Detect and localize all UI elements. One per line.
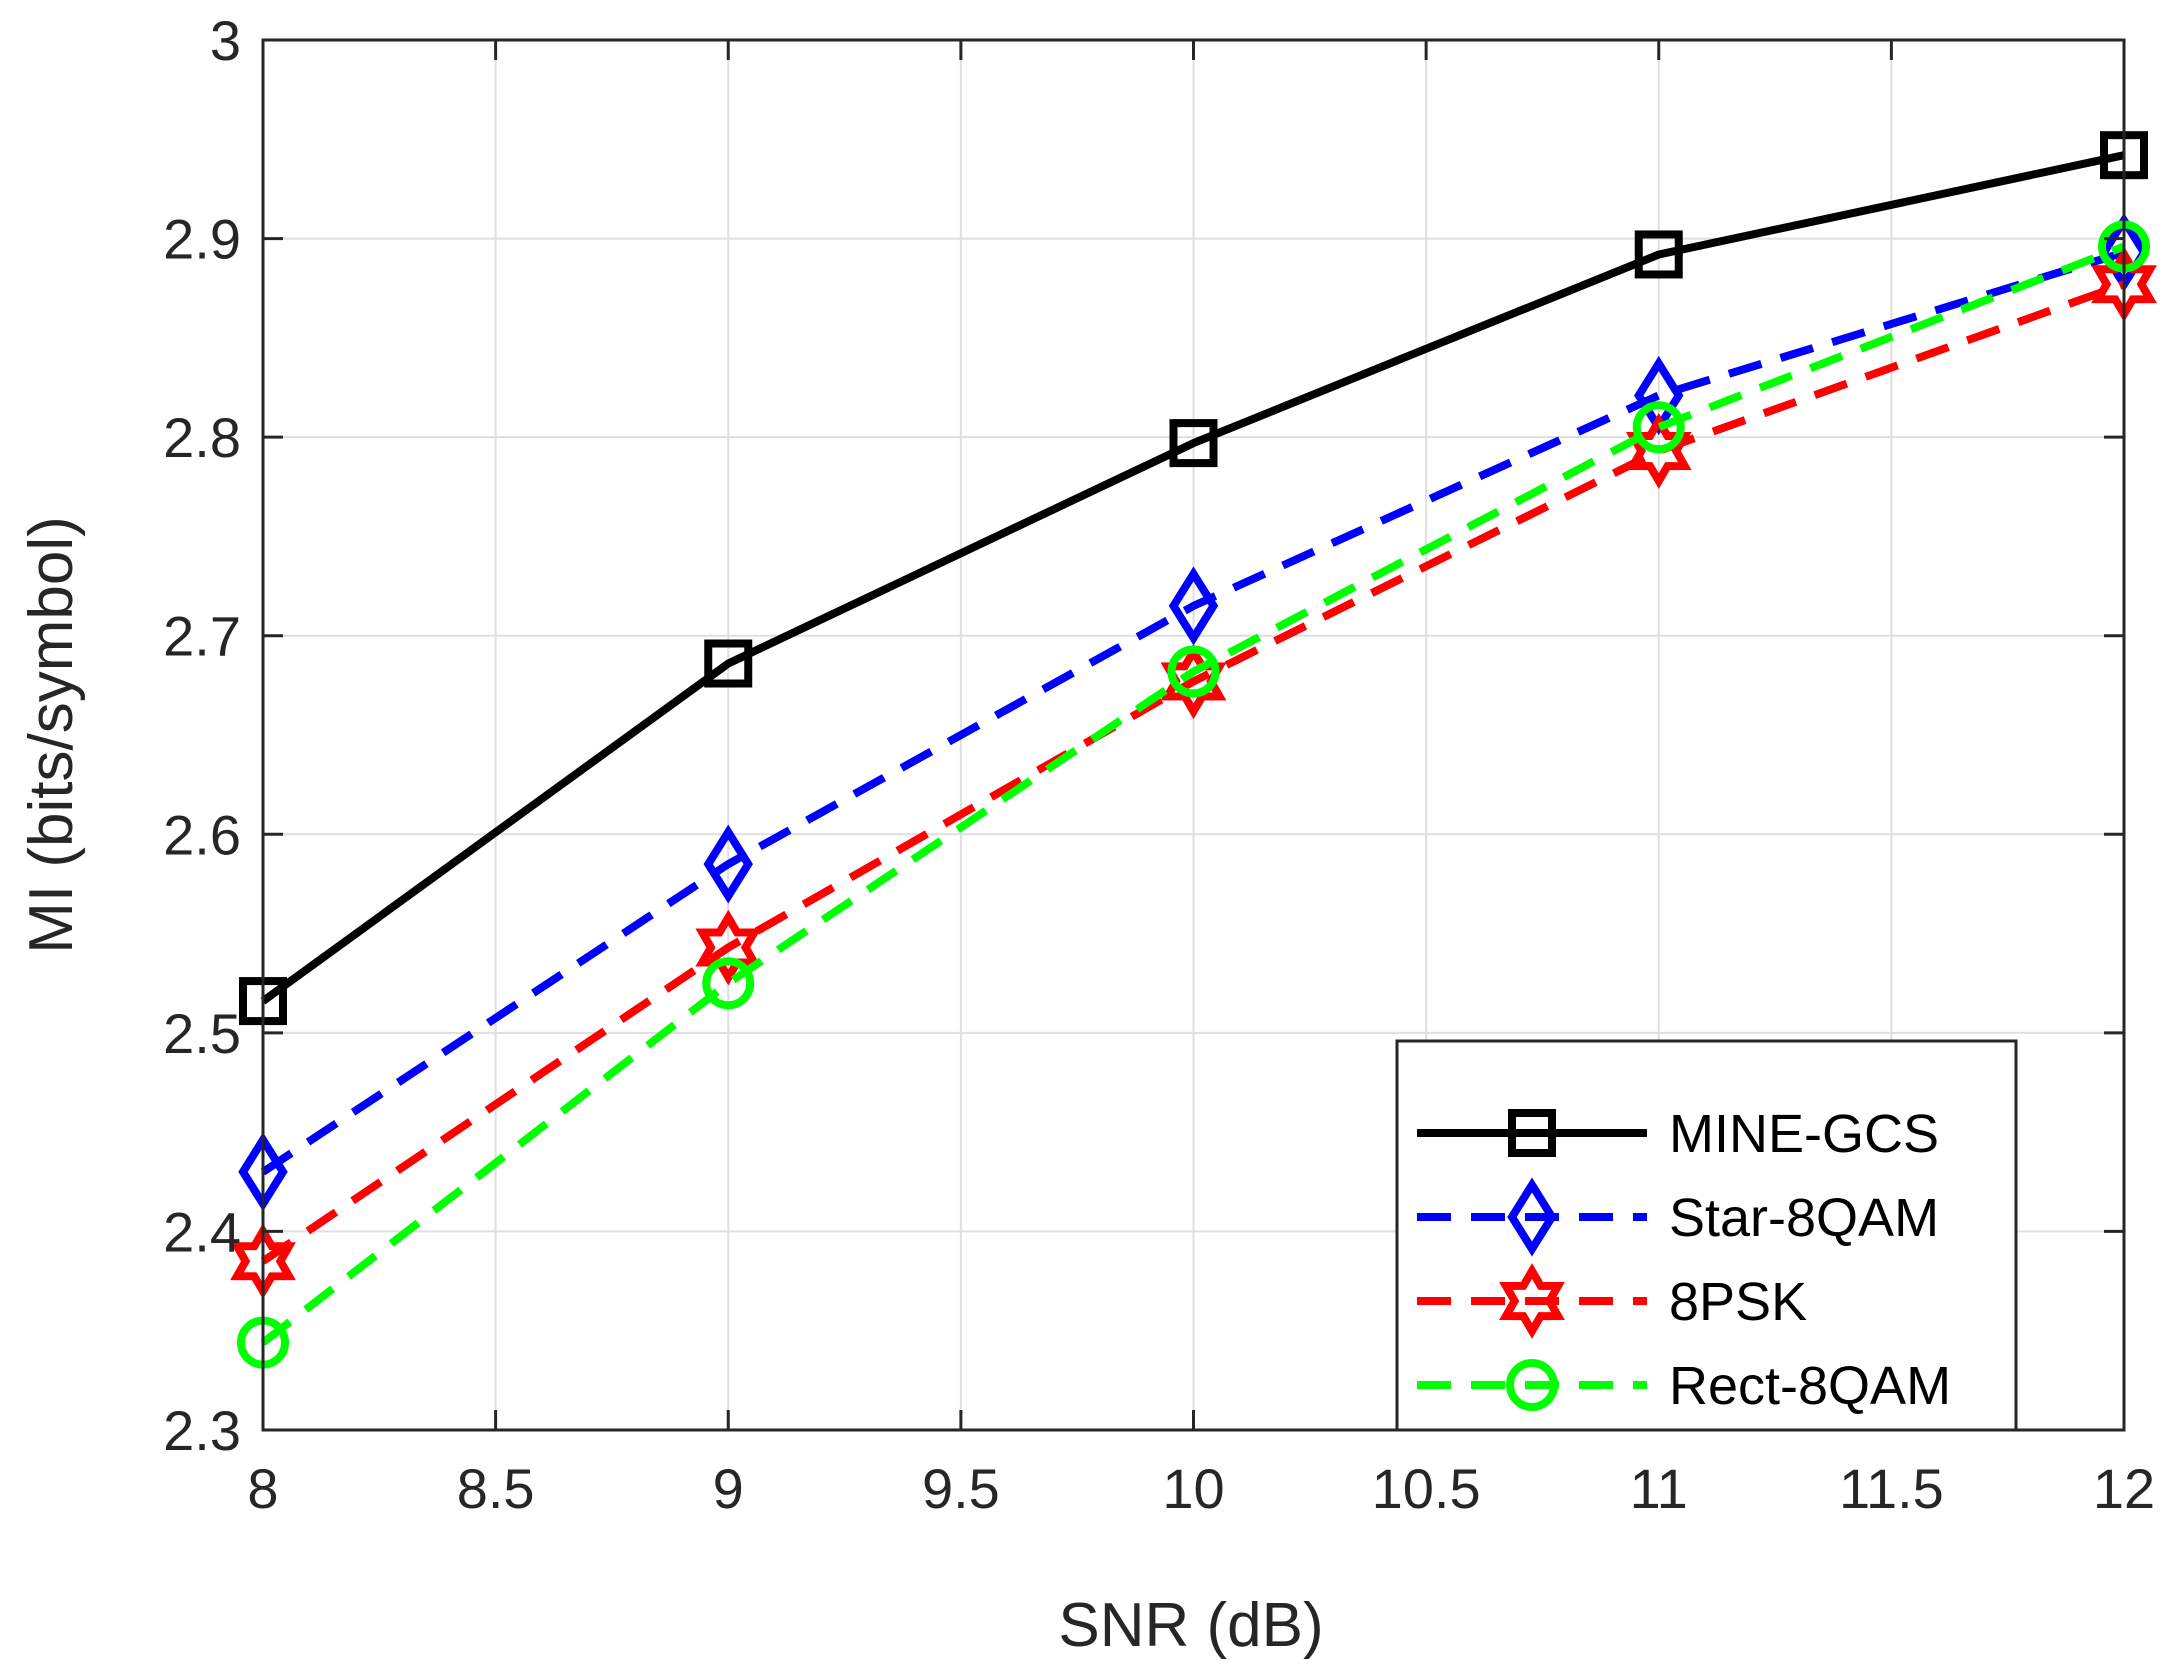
legend-entry: MINE-GCS: [1417, 1104, 1939, 1164]
legend-marker: [1499, 1263, 1565, 1339]
tick-labels: 8 8.5 9 9.5 10 10.5 11 11.5 12 2.3 2.4 2.5 2.6 2.7 2.8…: [163, 9, 2155, 1520]
x-tick-label: 12: [2093, 1457, 2155, 1520]
y-tick-label: 2.7: [163, 605, 241, 668]
series-8psk: [230, 246, 2157, 1300]
data-point: [1632, 401, 1685, 454]
grid: [263, 40, 2124, 1430]
y-tick-label: 2.3: [163, 1399, 241, 1462]
data-point: [702, 957, 755, 1010]
x-tick-label: 10: [1162, 1457, 1224, 1520]
series-line: [260, 242, 2126, 1346]
x-tick-label: 8: [247, 1457, 278, 1520]
legend-label: Star-8QAM: [1669, 1188, 1939, 1248]
legend-marker: [1507, 1177, 1557, 1257]
legend-marker: [1506, 1359, 1558, 1411]
legend-entry: Rect-8QAM: [1417, 1356, 1951, 1416]
x-tick-label: 10.5: [1372, 1457, 1481, 1520]
series-line: [260, 151, 2125, 1005]
data-point: [1625, 413, 1692, 489]
data-point: [704, 639, 753, 688]
legend-box: [1395, 1039, 2018, 1432]
x-axis-label: SNR (dB): [1058, 1591, 1323, 1660]
series-line: [260, 280, 2126, 1265]
y-tick-label: 2.9: [163, 208, 241, 271]
y-tick-label: 2.4: [163, 1200, 241, 1263]
data-point: [1160, 643, 1227, 720]
legend-entry: 8PSK: [1417, 1263, 1807, 1339]
x-tick-label: 11.5: [1839, 1457, 1944, 1520]
x-tick-label: 8.5: [457, 1457, 535, 1520]
y-tick-label: 3: [210, 9, 241, 72]
x-tick-label: 11: [1630, 1457, 1688, 1520]
data-point: [1634, 230, 1683, 279]
data-point: [1169, 419, 1218, 468]
legend-marker: [1508, 1109, 1556, 1157]
series-line: [260, 248, 2126, 1176]
data-point: [703, 824, 753, 904]
legend-entry: Star-8QAM: [1417, 1177, 1939, 1257]
x-tick-label: 9: [713, 1457, 744, 1520]
data-point: [1167, 645, 1220, 698]
x-tick-label: 9.5: [922, 1457, 1000, 1520]
y-tick-label: 2.5: [163, 1002, 241, 1065]
data-point: [695, 909, 762, 986]
data-point: [1168, 566, 1219, 646]
legend: MINE-GCS Star-8QAM 8PSK Rect-8QAM: [1395, 1039, 2018, 1432]
legend-label: Rect-8QAM: [1669, 1356, 1951, 1416]
legend-label: 8PSK: [1669, 1272, 1807, 1332]
y-axis-label: MI (bits/symbol): [17, 516, 86, 953]
y-tick-label: 2.6: [163, 803, 241, 866]
axes: [261, 38, 2126, 1432]
y-tick-label: 2.8: [163, 406, 241, 469]
legend-label: MINE-GCS: [1669, 1104, 1939, 1164]
